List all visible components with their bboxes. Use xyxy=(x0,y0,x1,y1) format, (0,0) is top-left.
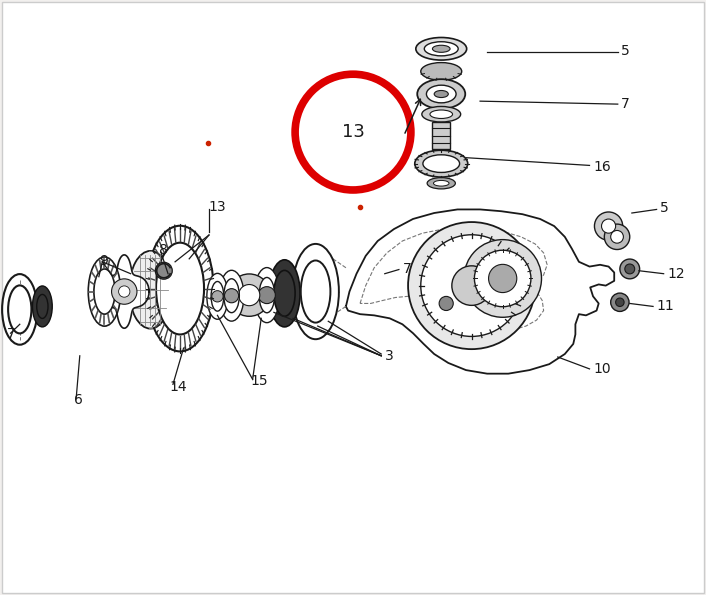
Circle shape xyxy=(212,291,223,302)
Circle shape xyxy=(112,279,137,304)
Text: 13: 13 xyxy=(208,200,226,214)
Circle shape xyxy=(228,274,270,317)
Text: 6: 6 xyxy=(74,393,83,407)
Circle shape xyxy=(295,74,411,190)
Text: 7: 7 xyxy=(621,97,630,111)
Circle shape xyxy=(225,289,239,303)
Circle shape xyxy=(439,296,453,311)
Ellipse shape xyxy=(430,110,453,118)
Text: 15: 15 xyxy=(251,374,268,388)
Text: 5: 5 xyxy=(621,43,630,58)
Ellipse shape xyxy=(422,107,461,122)
Polygon shape xyxy=(100,255,149,328)
Circle shape xyxy=(464,240,542,317)
Ellipse shape xyxy=(2,274,37,345)
Circle shape xyxy=(611,293,629,311)
Circle shape xyxy=(620,259,640,279)
Circle shape xyxy=(616,298,624,306)
Ellipse shape xyxy=(37,295,48,318)
Text: 9: 9 xyxy=(99,253,108,268)
Ellipse shape xyxy=(224,279,239,312)
Ellipse shape xyxy=(207,273,228,320)
Ellipse shape xyxy=(32,286,52,327)
Circle shape xyxy=(119,286,130,297)
Text: 7: 7 xyxy=(402,262,411,276)
Text: 12: 12 xyxy=(667,267,685,281)
Ellipse shape xyxy=(417,79,465,109)
Circle shape xyxy=(258,287,275,303)
Ellipse shape xyxy=(433,45,450,52)
Ellipse shape xyxy=(415,150,468,177)
Ellipse shape xyxy=(94,269,115,314)
Ellipse shape xyxy=(421,62,462,80)
Text: 3: 3 xyxy=(385,349,393,363)
Ellipse shape xyxy=(427,178,455,189)
Circle shape xyxy=(611,230,623,243)
Circle shape xyxy=(602,219,616,233)
Ellipse shape xyxy=(8,286,32,333)
Text: 14: 14 xyxy=(169,380,187,394)
Circle shape xyxy=(408,222,535,349)
Ellipse shape xyxy=(211,281,224,311)
Circle shape xyxy=(604,224,630,249)
Circle shape xyxy=(421,235,522,336)
Ellipse shape xyxy=(434,90,448,98)
Circle shape xyxy=(489,264,517,293)
Text: 5: 5 xyxy=(660,201,669,215)
Bar xyxy=(432,122,450,149)
Ellipse shape xyxy=(292,244,339,339)
Ellipse shape xyxy=(433,180,449,186)
Ellipse shape xyxy=(254,268,280,322)
Circle shape xyxy=(239,284,260,306)
Ellipse shape xyxy=(301,261,330,322)
Ellipse shape xyxy=(129,251,172,328)
Ellipse shape xyxy=(424,42,458,56)
Text: 11: 11 xyxy=(657,299,674,314)
Ellipse shape xyxy=(88,257,121,326)
Text: 7: 7 xyxy=(7,327,16,342)
Ellipse shape xyxy=(259,277,275,313)
Ellipse shape xyxy=(156,243,204,334)
Ellipse shape xyxy=(426,85,456,103)
Ellipse shape xyxy=(269,260,300,327)
Ellipse shape xyxy=(147,226,214,352)
Circle shape xyxy=(155,262,172,279)
Text: 10: 10 xyxy=(593,362,611,376)
Polygon shape xyxy=(346,209,614,374)
Circle shape xyxy=(452,266,491,305)
Ellipse shape xyxy=(423,155,460,173)
Ellipse shape xyxy=(274,270,295,317)
Text: 16: 16 xyxy=(593,159,611,174)
Circle shape xyxy=(625,264,635,274)
Ellipse shape xyxy=(220,270,244,321)
Circle shape xyxy=(474,250,531,306)
Ellipse shape xyxy=(416,37,467,60)
Text: 13: 13 xyxy=(342,123,364,141)
Circle shape xyxy=(594,212,623,240)
Text: 8: 8 xyxy=(159,243,168,257)
